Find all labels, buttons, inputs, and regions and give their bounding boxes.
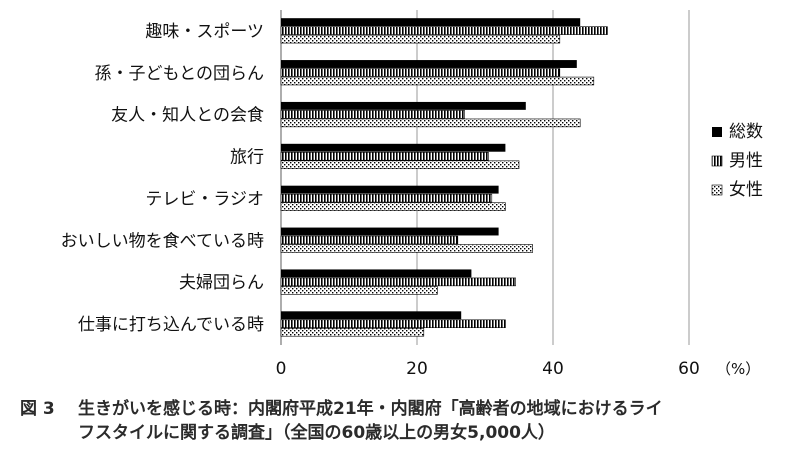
bar-総数-2 bbox=[281, 60, 577, 68]
bar-女性-1 bbox=[280, 34, 561, 44]
legend-label: 男性 bbox=[729, 151, 763, 171]
x-tick-label: 0 bbox=[276, 359, 287, 379]
caption-text-2: フスタイルに関する調査」（全国の60歳以上の男女5,000人） bbox=[78, 423, 555, 443]
bar-女性-2 bbox=[280, 76, 595, 86]
x-tick-label: 60 bbox=[678, 359, 700, 379]
bar-女性-7 bbox=[280, 286, 438, 295]
caption-number: 図 3 bbox=[20, 399, 55, 419]
bar-女性-3 bbox=[280, 118, 581, 128]
legend-swatch bbox=[711, 155, 723, 167]
bar-男性-5 bbox=[280, 193, 493, 203]
x-tick-label: 40 bbox=[542, 359, 564, 379]
legend-swatch bbox=[711, 184, 723, 196]
category-label: 旅行 bbox=[230, 148, 264, 168]
bar-総数-1 bbox=[281, 18, 581, 27]
x-tick-label: 20 bbox=[406, 359, 428, 379]
bar-chart: 趣味・スポーツ孫・子どもとの団らん友人・知人との会食旅行テレビ・ラジオおいしい物… bbox=[61, 10, 763, 379]
category-label: 友人・知人との会食 bbox=[111, 106, 264, 126]
x-unit-label: （%） bbox=[716, 360, 760, 378]
category-label: 孫・子どもとの団らん bbox=[95, 64, 265, 84]
bar-女性-5 bbox=[280, 202, 506, 211]
bar-総数-4 bbox=[281, 143, 506, 152]
bar-総数-5 bbox=[281, 185, 499, 194]
bar-総数-3 bbox=[281, 101, 526, 110]
category-label: 夫婦団らん bbox=[179, 273, 264, 293]
bar-男性-3 bbox=[280, 110, 465, 119]
bar-男性-7 bbox=[280, 277, 516, 287]
category-label: おいしい物を食べている時 bbox=[61, 231, 264, 251]
category-label: 趣味・スポーツ bbox=[145, 22, 264, 42]
bar-総数-8 bbox=[281, 311, 462, 320]
category-label: 仕事に打ち込んでいる時 bbox=[78, 315, 264, 335]
bar-女性-8 bbox=[280, 328, 425, 337]
bar-男性-4 bbox=[280, 152, 489, 161]
bar-男性-6 bbox=[280, 235, 459, 245]
caption-text-1: 生きがいを感じる時：内閣府平成21年・内閣府「高齢者の地域におけるライ bbox=[78, 399, 663, 419]
bar-女性-6 bbox=[280, 244, 533, 253]
x-tick-labels: 0 20 40 60 bbox=[276, 359, 700, 379]
category-labels: 趣味・スポーツ孫・子どもとの団らん友人・知人との会食旅行テレビ・ラジオおいしい物… bbox=[61, 22, 264, 335]
caption-line-1: 図 3 生きがいを感じる時：内閣府平成21年・内閣府「高齢者の地域におけるライ bbox=[20, 397, 800, 421]
bar-男性-8 bbox=[280, 319, 506, 329]
bar-男性-1 bbox=[280, 26, 608, 35]
legend-label: 女性 bbox=[729, 180, 763, 200]
category-label: テレビ・ラジオ bbox=[145, 189, 264, 209]
bars bbox=[280, 18, 608, 337]
bar-総数-6 bbox=[281, 227, 499, 236]
bar-女性-4 bbox=[280, 160, 520, 170]
bar-総数-7 bbox=[281, 269, 472, 278]
legend-swatch bbox=[712, 127, 722, 137]
bar-男性-2 bbox=[280, 68, 561, 77]
legend-label: 総数 bbox=[729, 122, 763, 142]
figure-caption: 図 3 生きがいを感じる時：内閣府平成21年・内閣府「高齢者の地域におけるライ フ… bbox=[20, 397, 800, 445]
